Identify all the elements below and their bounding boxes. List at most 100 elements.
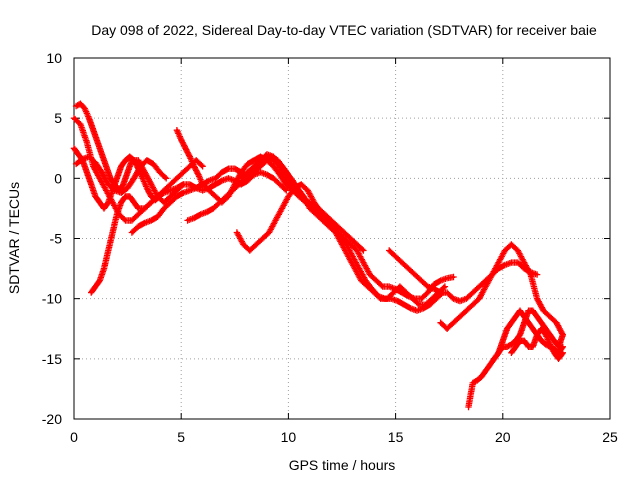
data-point xyxy=(445,277,449,280)
data-point xyxy=(523,321,526,324)
data-point xyxy=(102,267,106,270)
data-point xyxy=(340,243,344,246)
data-point xyxy=(94,285,97,288)
data-point xyxy=(435,297,438,300)
data-point xyxy=(510,343,513,346)
data-point xyxy=(364,279,367,282)
data-point xyxy=(432,283,436,286)
data-point xyxy=(218,201,221,204)
series-track-15 xyxy=(508,325,566,362)
data-point xyxy=(261,237,264,240)
data-point xyxy=(130,231,134,234)
data-point xyxy=(169,201,172,204)
data-point xyxy=(113,189,116,192)
data-point xyxy=(259,159,262,162)
data-point xyxy=(74,162,78,166)
data-point xyxy=(413,273,417,276)
data-point xyxy=(162,191,166,194)
data-point xyxy=(527,321,530,324)
data-point xyxy=(272,155,275,158)
data-point xyxy=(214,177,217,180)
data-point xyxy=(94,161,97,164)
data-point xyxy=(199,213,202,216)
data-point xyxy=(336,225,339,228)
data-point xyxy=(188,183,191,186)
data-series xyxy=(70,100,566,411)
data-point xyxy=(124,219,127,222)
data-point xyxy=(362,249,365,252)
data-point xyxy=(162,207,166,210)
data-point xyxy=(561,351,565,355)
data-point xyxy=(330,225,333,228)
data-point xyxy=(152,162,155,166)
data-point xyxy=(72,147,76,150)
data-point xyxy=(400,291,404,294)
data-point xyxy=(471,303,474,306)
data-point xyxy=(503,249,507,252)
series-track-4 xyxy=(72,153,170,196)
data-point xyxy=(400,261,404,264)
data-point xyxy=(98,177,101,180)
data-point xyxy=(214,195,217,198)
data-point xyxy=(139,165,142,168)
data-point xyxy=(548,333,552,336)
data-point xyxy=(214,183,217,186)
data-point xyxy=(252,159,256,162)
data-point xyxy=(370,287,374,291)
series-track-10 xyxy=(238,151,457,302)
data-point xyxy=(227,167,230,170)
data-point xyxy=(175,195,179,198)
data-point xyxy=(531,327,535,330)
data-point xyxy=(357,267,361,270)
data-point xyxy=(164,177,168,180)
data-point xyxy=(471,291,474,294)
data-point xyxy=(192,216,196,220)
data-point xyxy=(162,201,166,204)
data-point xyxy=(192,165,196,168)
data-point xyxy=(188,165,191,168)
data-point xyxy=(439,291,442,294)
data-point xyxy=(432,287,436,291)
data-point xyxy=(291,179,294,182)
data-point xyxy=(312,201,316,204)
data-point xyxy=(527,345,530,348)
data-point xyxy=(252,165,256,168)
x-tick-label: 15 xyxy=(388,429,404,445)
y-tick-label: -5 xyxy=(50,231,63,247)
data-point xyxy=(458,299,462,303)
data-point xyxy=(143,221,146,225)
data-point xyxy=(87,116,91,120)
data-point xyxy=(285,183,288,186)
data-point xyxy=(278,162,282,166)
data-point xyxy=(518,339,522,342)
data-point xyxy=(415,309,419,312)
data-point xyxy=(141,177,144,180)
data-point xyxy=(297,189,301,192)
data-point xyxy=(480,375,483,379)
data-point xyxy=(149,201,153,204)
data-point xyxy=(452,275,455,279)
data-point xyxy=(225,195,228,198)
data-point xyxy=(497,261,500,264)
data-point xyxy=(426,285,429,288)
data-point xyxy=(107,183,110,186)
x-tick-labels: 0 5 10 15 20 25 xyxy=(70,429,618,445)
data-point xyxy=(137,213,140,216)
data-point xyxy=(347,255,350,258)
data-point xyxy=(182,183,185,186)
y-tick-label: -10 xyxy=(42,291,62,307)
data-point xyxy=(102,207,106,210)
data-point xyxy=(285,171,288,174)
data-point xyxy=(355,249,359,252)
data-point xyxy=(233,167,236,170)
data-point xyxy=(115,213,119,216)
data-point xyxy=(381,285,384,288)
data-point xyxy=(240,171,243,174)
data-point xyxy=(94,195,97,198)
data-marks xyxy=(437,241,566,338)
data-point xyxy=(246,171,249,174)
data-point xyxy=(143,171,146,174)
data-point xyxy=(149,219,153,222)
data-point xyxy=(145,159,149,162)
